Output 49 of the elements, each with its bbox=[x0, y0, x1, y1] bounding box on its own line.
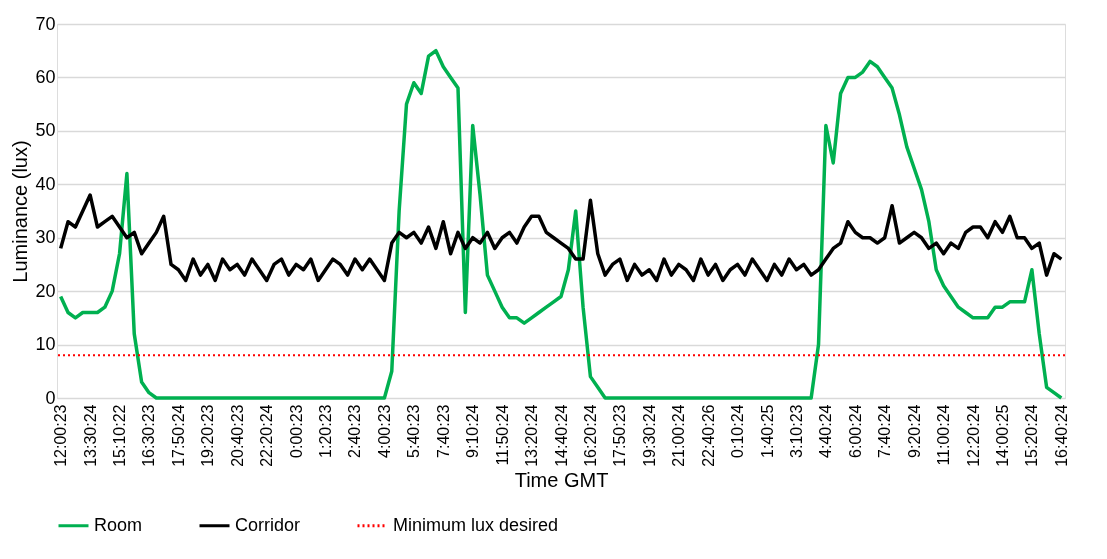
x-tick-label: 14:00:25 bbox=[993, 404, 1011, 467]
x-tick-label: 7:40:24 bbox=[876, 404, 894, 458]
x-tick-label: 5:40:23 bbox=[405, 404, 423, 458]
x-tick-label: 12:00:23 bbox=[52, 404, 70, 467]
x-tick-label: 16:30:23 bbox=[140, 404, 158, 467]
y-axis-title: Luminance (lux) bbox=[9, 140, 32, 283]
y-tick-label: 40 bbox=[35, 173, 56, 194]
x-tick-label: 1:20:23 bbox=[317, 404, 335, 458]
x-tick-label: 6:00:24 bbox=[846, 404, 864, 458]
x-tick-label: 4:00:23 bbox=[375, 404, 393, 458]
y-tick-label: 10 bbox=[35, 334, 56, 355]
x-tick-label: 14:40:24 bbox=[552, 404, 570, 467]
x-tick-label: 7:40:23 bbox=[434, 404, 452, 458]
x-tick-label: 16:40:24 bbox=[1052, 404, 1070, 467]
x-tick-label: 2:40:23 bbox=[346, 404, 364, 458]
x-tick-label: 9:10:24 bbox=[464, 404, 482, 458]
x-tick-label: 15:10:22 bbox=[111, 404, 129, 467]
x-tick-label: 0:10:24 bbox=[729, 404, 747, 458]
x-tick-label: 20:40:23 bbox=[228, 404, 246, 467]
y-tick-label: 50 bbox=[35, 120, 56, 141]
x-tick-label: 22:20:24 bbox=[258, 404, 276, 467]
legend-label: Room bbox=[94, 514, 143, 535]
legend-label: Corridor bbox=[235, 514, 301, 535]
y-tick-label: 20 bbox=[35, 280, 56, 301]
x-tick-label: 13:20:24 bbox=[523, 404, 541, 467]
line-series bbox=[58, 48, 1064, 400]
x-tick-label: 15:20:24 bbox=[1023, 404, 1041, 467]
x-tick-label: 12:20:24 bbox=[964, 404, 982, 467]
x-tick-label: 3:10:23 bbox=[787, 404, 805, 458]
x-axis-title: Time GMT bbox=[514, 468, 609, 491]
x-tick-label: 9:20:24 bbox=[905, 404, 923, 458]
x-tick-label: 21:00:24 bbox=[670, 404, 688, 467]
line-series bbox=[58, 193, 1064, 283]
x-tick-label: 16:20:24 bbox=[581, 404, 599, 467]
y-tick-label: 60 bbox=[35, 66, 56, 87]
x-tick-label: 0:00:23 bbox=[287, 404, 305, 458]
x-tick-label: 1:40:25 bbox=[758, 404, 776, 458]
legend-label: Minimum lux desired bbox=[393, 514, 559, 535]
x-tick-label: 22:40:26 bbox=[699, 404, 717, 467]
x-tick-label: 4:40:24 bbox=[817, 404, 835, 458]
x-tick-label: 19:30:24 bbox=[640, 404, 658, 467]
x-tick-label: 11:00:24 bbox=[935, 404, 953, 466]
x-tick-label: 17:50:23 bbox=[611, 404, 629, 467]
y-tick-label: 30 bbox=[35, 227, 56, 248]
x-tick-label: 17:50:24 bbox=[169, 404, 187, 467]
x-tick-label: 13:30:24 bbox=[81, 404, 99, 467]
y-tick-label: 70 bbox=[35, 13, 56, 34]
x-tick-label: 11:50:24 bbox=[493, 404, 511, 466]
x-tick-label: 19:20:23 bbox=[199, 404, 217, 467]
